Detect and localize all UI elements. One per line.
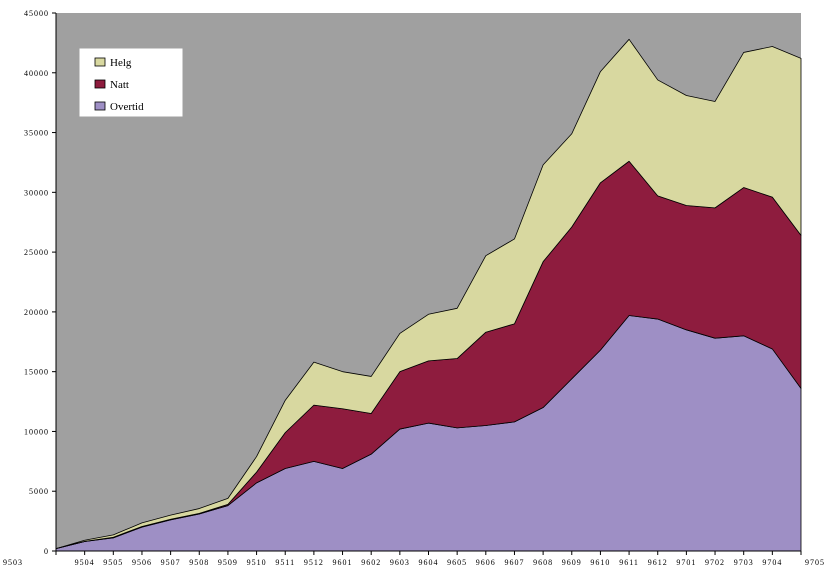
x-ticks: 9503 9504 9505 9506 9507 9508 9509 9510 9511 9512… — [3, 551, 825, 567]
x-tick-label: 9607 — [504, 558, 524, 567]
x-tick-label: 9511 — [275, 558, 295, 567]
x-tick-label: 9509 — [218, 558, 238, 567]
x-tick-label: 9705 — [805, 558, 825, 567]
y-tick-label: 15000 — [24, 368, 49, 377]
legend-label-natt: Natt — [110, 79, 129, 91]
x-tick-label: 9603 — [390, 558, 410, 567]
y-tick-label: 10000 — [24, 427, 49, 436]
x-tick-label: 9611 — [619, 558, 639, 567]
y-tick-label: 20000 — [24, 308, 49, 317]
x-tick-label: 9704 — [762, 558, 782, 567]
x-tick-label: 9605 — [447, 558, 467, 567]
x-tick-label: 9608 — [533, 558, 553, 567]
x-tick-label: 9702 — [705, 558, 725, 567]
y-tick-label: 45000 — [24, 9, 49, 18]
x-tick-label: 9602 — [361, 558, 381, 567]
x-tick-label: 9508 — [189, 558, 209, 567]
x-tick-label: 9604 — [419, 558, 439, 567]
y-tick-label: 30000 — [24, 188, 49, 197]
x-tick-label: 9506 — [132, 558, 152, 567]
legend-swatch-helg — [94, 57, 106, 67]
x-tick-label: 9505 — [103, 558, 123, 567]
legend-swatch-natt — [94, 79, 106, 89]
area-helg — [55, 38, 802, 550]
x-tick-label: 9609 — [562, 558, 582, 567]
y-tick-label: 40000 — [24, 69, 49, 78]
legend: Helg Natt Overtid — [79, 48, 183, 117]
y-tick-label: 25000 — [24, 248, 49, 257]
x-tick-label: 9601 — [333, 558, 353, 567]
x-tick-label: 9610 — [590, 558, 610, 567]
y-tick-label: 5000 — [29, 487, 49, 496]
x-tick-label: 9503 — [3, 558, 23, 567]
x-tick-label: 9612 — [648, 558, 668, 567]
y-tick-label: 35000 — [24, 129, 49, 138]
legend-label-helg: Helg — [110, 57, 132, 69]
y-ticks: 0 5000 10000 15000 20000 25000 30000 35000 40000… — [24, 9, 56, 556]
x-tick-label: 9512 — [304, 558, 324, 567]
x-tick-label: 9703 — [734, 558, 754, 567]
x-tick-label: 9606 — [476, 558, 496, 567]
y-tick-label: 0 — [44, 547, 49, 556]
x-tick-label: 9510 — [247, 558, 267, 567]
legend-swatch-overtid — [94, 101, 106, 111]
x-tick-label: 9701 — [676, 558, 696, 567]
x-tick-label: 9504 — [75, 558, 95, 567]
legend-label-overtid: Overtid — [110, 101, 144, 113]
x-tick-label: 9507 — [161, 558, 181, 567]
